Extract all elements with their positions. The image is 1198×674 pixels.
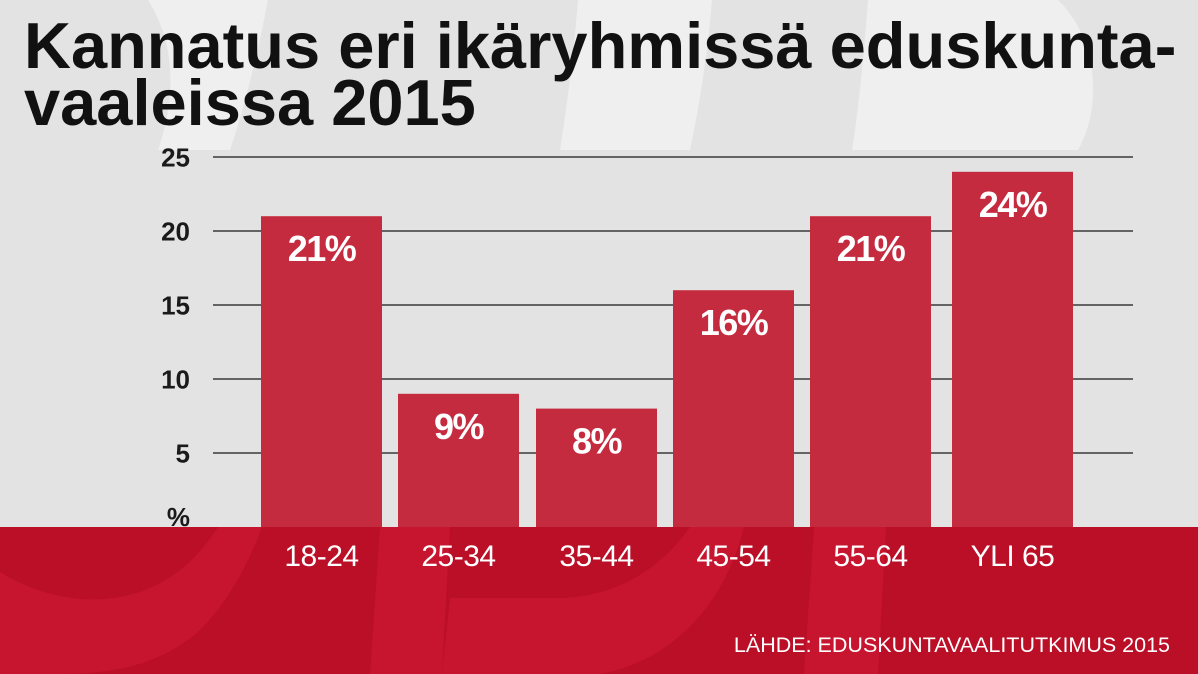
y-tick-label: 25 — [161, 143, 190, 173]
bars: 21% 9% 8% 16% 21% 24% — [261, 171, 1073, 528]
x-tick-label: 45-54 — [696, 540, 770, 573]
bar — [536, 408, 657, 527]
watermark-fragment — [560, 0, 712, 150]
x-tick-label: 18-24 — [284, 540, 358, 573]
x-tick-label: 25-34 — [421, 540, 495, 573]
bar — [952, 171, 1073, 528]
bar-value-label: 16% — [700, 302, 769, 343]
y-tick-label: 5 — [176, 439, 190, 469]
bar-value-label: 9% — [434, 406, 485, 447]
watermark-fragment — [804, 527, 886, 674]
y-tick-label: 10 — [161, 365, 190, 395]
bar — [673, 290, 794, 527]
bar-value-label: 21% — [288, 228, 357, 269]
watermark-fragment — [0, 527, 262, 674]
watermark-fragment — [442, 527, 744, 674]
bar — [261, 216, 382, 527]
y-tick-label: 15 — [161, 291, 190, 321]
source-note: LÄHDE: EDUSKUNTAVAALITUTKIMUS 2015 — [734, 633, 1170, 657]
watermark-fragment — [148, 0, 268, 150]
y-axis: 5 10 15 20 25% — [161, 143, 190, 533]
bar — [398, 393, 519, 527]
watermark-logo — [0, 0, 1094, 674]
x-tick-label: 55-64 — [833, 540, 907, 573]
bar — [810, 216, 931, 527]
x-axis: 18-24 25-34 35-44 45-54 55-64 YLI 65 — [284, 540, 1054, 573]
x-tick-label: YLI 65 — [971, 540, 1055, 573]
bar-value-label: 24% — [979, 184, 1048, 225]
x-tick-label: 35-44 — [559, 540, 633, 573]
bar-value-label: 21% — [837, 228, 906, 269]
y-tick-label: 20 — [161, 217, 190, 247]
watermark-fragment — [852, 0, 1094, 150]
chart-title: Kannatus eri ikäryhmissä eduskunta- vaal… — [24, 9, 1177, 139]
watermark-fragment — [370, 527, 450, 674]
bar-value-label: 8% — [572, 421, 623, 462]
y-axis-label: % — [167, 502, 190, 532]
